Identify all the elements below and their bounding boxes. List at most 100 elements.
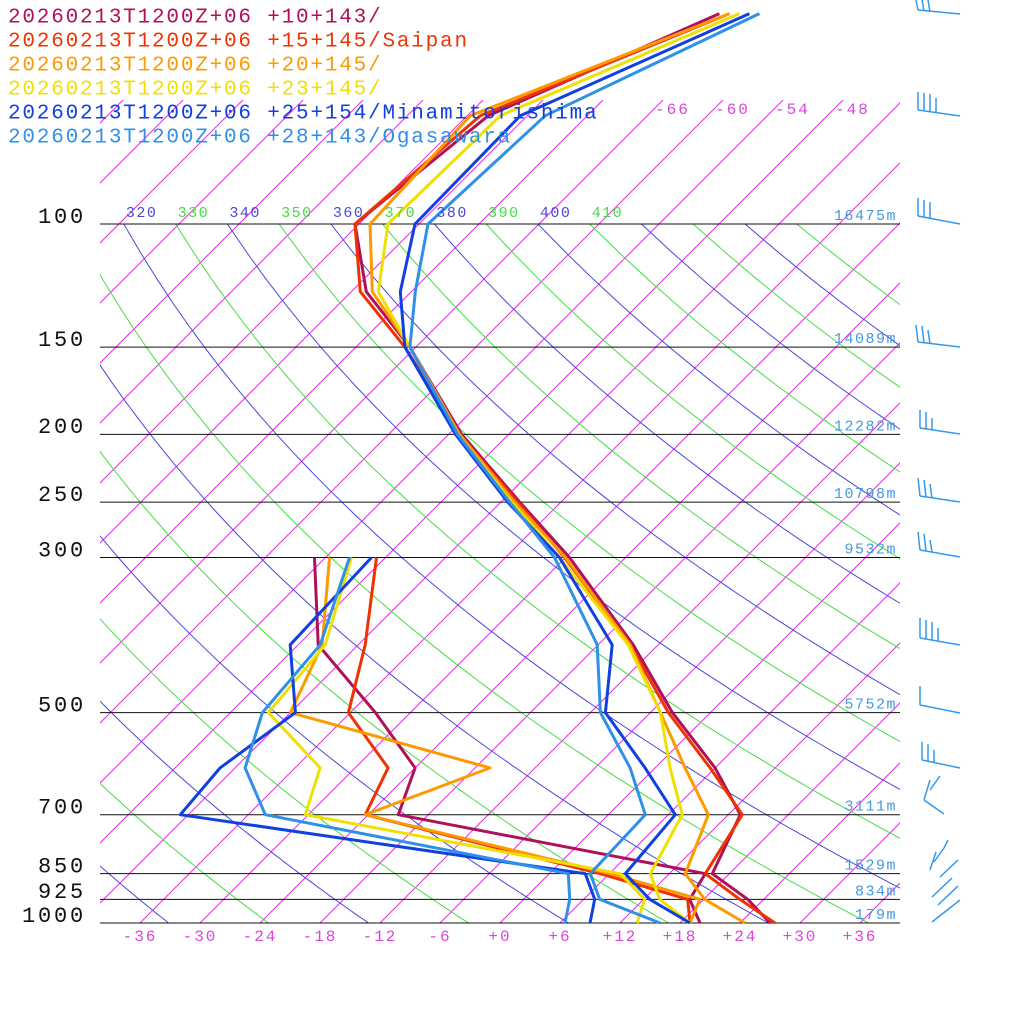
isotherm: [499, 522, 900, 923]
dewpoint-line: [346, 557, 692, 924]
adiabat-label: 370: [385, 205, 417, 222]
height-label: 10798m: [834, 486, 897, 503]
isotherms: [0, 100, 1024, 923]
isotherm: [100, 100, 724, 724]
isotherm: [679, 702, 900, 923]
isotherm: [739, 762, 900, 923]
height-label: 834m: [855, 883, 897, 900]
legend-entry: 20260213T1200Z+06 +10+143/: [8, 7, 382, 30]
isotherm-label: -66: [655, 101, 690, 119]
height-label: 5752m: [844, 697, 897, 714]
adiabat-label: 410: [592, 205, 624, 222]
legend-entry: 20260213T1200Z+06 +23+145/: [8, 79, 382, 102]
isotherm: [100, 100, 364, 364]
y-tick-label: 100: [38, 205, 86, 230]
grid: [0, 100, 1024, 924]
isotherm-label: -48: [835, 101, 870, 119]
x-tick-label: +36: [843, 928, 878, 946]
adiabat-label: 380: [436, 205, 468, 222]
isotherm: [100, 100, 304, 304]
dry-adiabat: [589, 224, 900, 473]
wind-barb: [929, 839, 961, 923]
isotherm-label: -54: [775, 101, 810, 119]
wind-barb: [917, 531, 961, 558]
isotherm: [100, 100, 844, 844]
isotherm: [100, 100, 424, 424]
wind-barb: [921, 742, 961, 769]
isotherm: [100, 100, 244, 244]
dewpoint-line: [243, 557, 572, 924]
isotherm: [100, 100, 484, 484]
wind-barb: [919, 618, 961, 646]
x-tick-label: +0: [488, 928, 511, 946]
dry-adiabat: [123, 224, 900, 889]
isotherm: [100, 100, 184, 184]
temperature-line: [353, 12, 776, 925]
x-tick-label: -24: [243, 928, 278, 946]
temperature-line: [368, 12, 746, 925]
isotherm: [0, 100, 3, 923]
profiles: [178, 12, 776, 925]
isotherm: [199, 222, 900, 923]
dry-adiabat: [796, 224, 900, 306]
temperature-line: [353, 12, 772, 925]
wind-barb: [917, 477, 961, 503]
temperature-line: [398, 12, 751, 925]
y-tick-label: 850: [38, 854, 86, 879]
adiabat-label: 320: [126, 205, 158, 222]
height-label: 9532m: [844, 541, 897, 558]
wind-barb: [917, 92, 961, 117]
adiabat-label: 360: [333, 205, 365, 222]
adiabat-label: 400: [540, 205, 572, 222]
y-tick-label: 700: [38, 796, 86, 821]
height-label: 1529m: [844, 858, 897, 875]
x-tick-label: -30: [183, 928, 218, 946]
isotherm: [100, 100, 664, 664]
dry-adiabats: [100, 224, 900, 923]
isotherm: [100, 100, 784, 784]
x-tick-label: -6: [428, 928, 451, 946]
dry-adiabat: [641, 224, 900, 430]
isotherm: [139, 162, 900, 923]
y-tick-label: 300: [38, 538, 86, 563]
dry-adiabat: [382, 224, 900, 650]
x-tick-label: +24: [723, 928, 758, 946]
x-tick-label: +30: [783, 928, 818, 946]
labels: 320 330 340 350 360 370 380 390 400 410 -66 -60 -54 -…: [8, 7, 897, 947]
height-label: 16475m: [834, 208, 897, 225]
legend-entry: 20260213T1200Z+06 +25+154/Minamitorishim…: [8, 103, 598, 126]
adiabat-label: 390: [488, 205, 520, 222]
dry-adiabat: [175, 224, 900, 839]
x-tick-label: -18: [303, 928, 338, 946]
y-tick-label: 200: [38, 415, 86, 440]
legend-entry: 20260213T1200Z+06 +20+145/: [8, 55, 382, 78]
temperature-line: [408, 12, 761, 925]
height-label: 12282m: [834, 418, 897, 435]
isotherm: [439, 462, 900, 923]
isotherm: [920, 100, 1024, 923]
wind-barb: [923, 775, 945, 815]
isotherm: [619, 642, 900, 923]
dry-adiabat: [537, 224, 900, 516]
dewpoint-line: [313, 557, 707, 924]
adiabat-label: 330: [178, 205, 210, 222]
isotherm-label: -60: [715, 101, 750, 119]
height-label: 179m: [855, 907, 897, 924]
isotherm: [319, 342, 900, 923]
isotherm: [259, 282, 900, 923]
wind-barbs: [915, 0, 961, 923]
dewpoint-line: [178, 556, 597, 924]
dry-adiabat: [330, 224, 900, 696]
y-tick-label: 150: [38, 328, 86, 353]
dry-adiabat: [485, 224, 900, 560]
isotherm: [100, 100, 544, 544]
legend-entry: 20260213T1200Z+06 +28+143/Ogasawara: [8, 127, 512, 150]
adiabat-label: 340: [229, 205, 261, 222]
y-tick-label: 250: [38, 483, 86, 508]
isotherm: [559, 582, 900, 923]
x-tick-label: -36: [123, 928, 158, 946]
dewpoint-line: [266, 557, 647, 924]
wind-barb: [917, 198, 961, 225]
